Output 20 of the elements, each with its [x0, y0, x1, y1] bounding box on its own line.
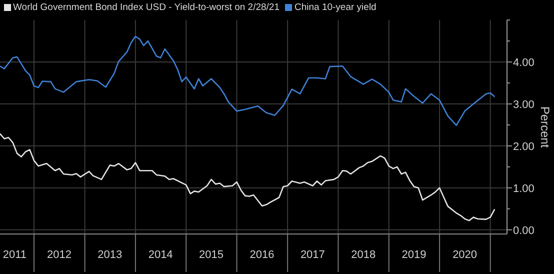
y-tick-label: 1.00 [513, 182, 534, 195]
x-tick-label: 2015 [198, 249, 224, 261]
line-series [0, 36, 496, 126]
line-series [0, 133, 496, 222]
x-tick-label: 2018 [351, 249, 376, 261]
x-tick-label: 2017 [300, 249, 325, 261]
legend-label: China 10-year yield [294, 2, 376, 13]
y-tick-label: 4.00 [513, 56, 534, 69]
x-tick-label: 2011 [2, 249, 27, 261]
y-tick-label: 2.00 [513, 140, 534, 153]
x-tick-label: 2016 [250, 249, 274, 261]
legend-label: World Government Bond Index USD - Yield-to-worst on 2/28/21 [13, 2, 280, 13]
x-tick-label: 2020 [452, 249, 478, 261]
y-tick-label: 3.00 [513, 98, 534, 111]
x-tick-label: 2012 [47, 249, 72, 261]
y-axis-title: Percent [538, 106, 552, 148]
x-tick-label: 2014 [148, 249, 173, 261]
y-tick-label: 0.00 [513, 224, 534, 237]
x-tick-label: 2013 [98, 249, 122, 261]
x-tick-label: 2019 [402, 249, 426, 261]
